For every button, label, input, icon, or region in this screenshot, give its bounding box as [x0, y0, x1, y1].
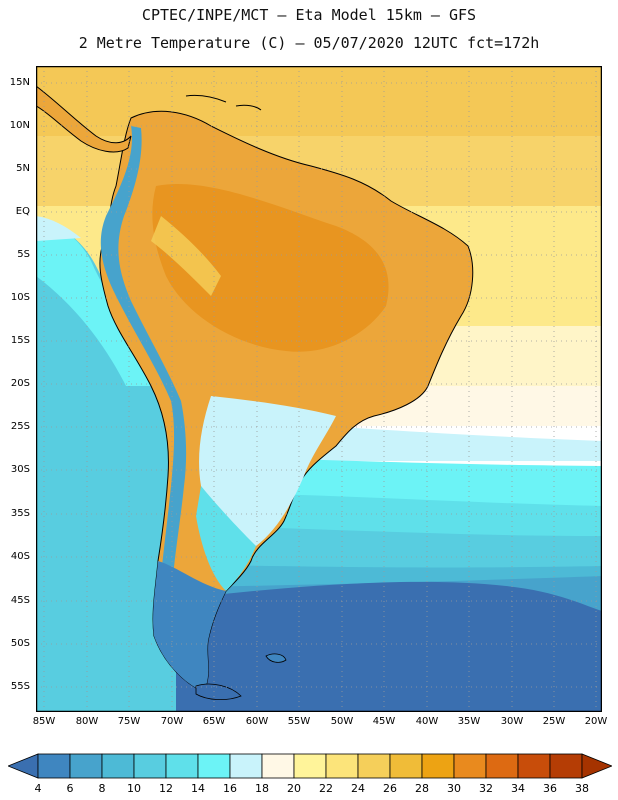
colorbar-label: 4: [34, 782, 42, 795]
southern-cone-cool: [196, 486, 256, 591]
colorbar-label: 16: [223, 782, 237, 795]
tierra-del-fuego: [195, 683, 242, 700]
colorbar-label: 28: [415, 782, 429, 795]
colorbar-cell: [229, 753, 263, 779]
title-line-1: CPTEC/INPE/MCT – Eta Model 15km – GFS: [141, 6, 477, 24]
lon-label-35w: 35W: [457, 716, 481, 727]
map-frame: [36, 66, 602, 712]
falkland-islands: [265, 653, 287, 663]
colorbar-cell: [389, 753, 423, 779]
colorbar-arrow-low: [8, 753, 39, 779]
andes-highland-warm: [151, 216, 221, 296]
colorbar-cell: [133, 753, 167, 779]
lon-label-25w: 25W: [542, 716, 566, 727]
caribbean-islands: [185, 95, 262, 111]
colorbar-label: 30: [447, 782, 461, 795]
lat-label-15s: 15S: [10, 335, 30, 346]
lon-label-75w: 75W: [117, 716, 141, 727]
lon-label-65w: 65W: [202, 716, 226, 727]
lat-label-eq: EQ: [15, 206, 30, 217]
lon-label-30w: 30W: [500, 716, 524, 727]
central-america: [36, 85, 132, 153]
lat-label-30s: 30S: [10, 464, 30, 475]
colorbar-cell: [37, 753, 71, 779]
colorbar-label: 10: [127, 782, 141, 795]
lon-label-85w: 85W: [32, 716, 56, 727]
lon-label-80w: 80W: [75, 716, 99, 727]
lon-label-60w: 60W: [245, 716, 269, 727]
colorbar-label: 6: [66, 782, 74, 795]
colorbar-cell: [197, 753, 231, 779]
colorbar-label: 12: [159, 782, 173, 795]
lat-label-10s: 10S: [10, 292, 30, 303]
colorbar-cell: [549, 753, 583, 779]
colorbar-cell: [325, 753, 359, 779]
title-line-2: 2 Metre Temperature (C) – 05/07/2020 12U…: [78, 34, 540, 52]
colorbar-label: 24: [351, 782, 365, 795]
colorbar-label: 18: [255, 782, 269, 795]
pacific-cold-tongue: [36, 216, 176, 712]
colorbar-label: 22: [319, 782, 333, 795]
colorbar-cell: [357, 753, 391, 779]
colorbar-cell: [485, 753, 519, 779]
lat-label-10n: 10N: [9, 120, 30, 131]
colorbar-cell: [69, 753, 103, 779]
lat-label-55s: 55S: [10, 681, 30, 692]
lat-label-25s: 25S: [10, 421, 30, 432]
southern-cone-mild: [199, 396, 336, 546]
colorbar-cell: [293, 753, 327, 779]
lat-label-35s: 35S: [10, 508, 30, 519]
colorbar-label: 20: [287, 782, 301, 795]
andes-cold-strip: [100, 126, 187, 666]
lat-label-50s: 50S: [10, 638, 30, 649]
colorbar: [8, 753, 612, 779]
colorbar-label: 32: [479, 782, 493, 795]
ocean-band-28: [36, 66, 602, 136]
lat-label-40s: 40S: [10, 551, 30, 562]
pacific-warm-north: [36, 216, 81, 241]
patagonia-cold: [153, 561, 226, 688]
temperature-map: [36, 66, 602, 712]
lon-label-50w: 50W: [330, 716, 354, 727]
lon-label-40w: 40W: [415, 716, 439, 727]
colorbar-cell: [165, 753, 199, 779]
colorbar-cell: [517, 753, 551, 779]
lat-label-45s: 45S: [10, 595, 30, 606]
lat-label-20s: 20S: [10, 378, 30, 389]
colorbar-label: 38: [575, 782, 589, 795]
colorbar-label: 14: [191, 782, 205, 795]
colorbar-label: 26: [383, 782, 397, 795]
lon-label-45w: 45W: [372, 716, 396, 727]
lon-label-55w: 55W: [287, 716, 311, 727]
colorbar-label: 8: [98, 782, 106, 795]
colorbar-cell: [101, 753, 135, 779]
colorbar-arrow-high: [581, 753, 612, 779]
colorbar-cell: [261, 753, 295, 779]
lon-label-20w: 20W: [584, 716, 608, 727]
lon-label-70w: 70W: [160, 716, 184, 727]
colorbar-cell: [453, 753, 487, 779]
lat-label-5s: 5S: [17, 249, 30, 260]
colorbar-cell: [421, 753, 455, 779]
colorbar-label: 34: [511, 782, 525, 795]
lat-label-15n: 15N: [9, 77, 30, 88]
amazon-warm-interior: [152, 184, 389, 352]
colorbar-label: 36: [543, 782, 557, 795]
lat-label-5n: 5N: [16, 163, 30, 174]
